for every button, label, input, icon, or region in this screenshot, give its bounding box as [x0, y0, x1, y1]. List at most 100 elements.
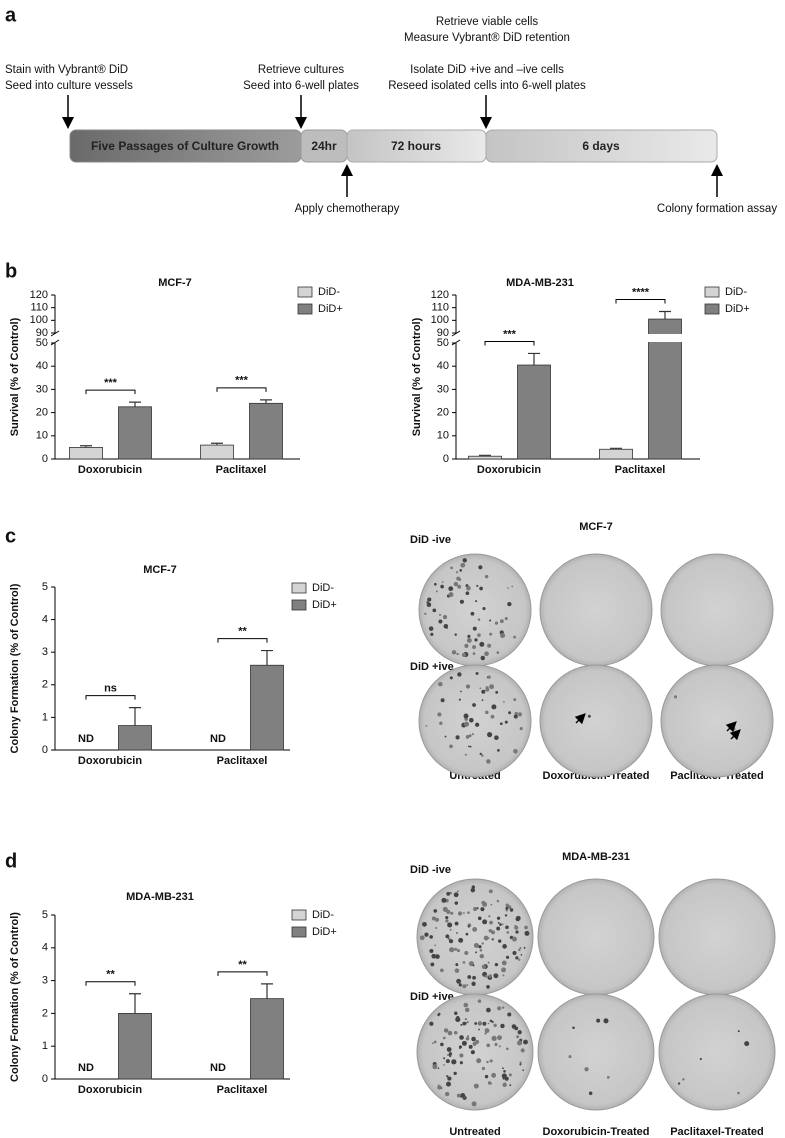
colony — [515, 915, 521, 921]
colony — [434, 944, 436, 947]
error-bar — [261, 649, 273, 666]
colony — [473, 1083, 479, 1089]
colony — [673, 695, 678, 699]
colony — [443, 1028, 449, 1033]
colony — [440, 584, 444, 589]
panel-label: b — [5, 260, 17, 282]
colony — [473, 942, 479, 949]
colony — [432, 608, 437, 613]
colony — [476, 584, 479, 587]
y-tick-label: 2 — [42, 679, 48, 691]
colony — [491, 1072, 497, 1078]
colony — [456, 1093, 461, 1098]
colony — [494, 621, 499, 625]
colony — [478, 565, 483, 570]
colony — [488, 889, 493, 894]
bar — [118, 406, 152, 460]
colony — [474, 1022, 478, 1025]
colony — [490, 903, 493, 906]
colony — [485, 686, 489, 690]
plate-title: MDA-MB-231 — [562, 851, 630, 863]
colony — [454, 1011, 458, 1015]
colony — [514, 711, 518, 716]
colony — [457, 911, 463, 916]
colony — [464, 1017, 468, 1021]
legend-label: DiD- — [312, 582, 334, 594]
significance-label: **** — [632, 286, 650, 298]
colony — [472, 964, 475, 967]
colony — [502, 1067, 504, 1070]
colony — [448, 939, 454, 944]
legend-label: DiD- — [318, 286, 340, 298]
colony — [446, 891, 451, 896]
colony — [476, 1058, 482, 1064]
y-tick-label: 50 — [36, 337, 48, 349]
colony — [482, 1021, 487, 1026]
colony — [448, 592, 454, 598]
colony — [502, 944, 507, 949]
colony — [432, 1042, 435, 1045]
colony — [520, 1048, 525, 1053]
significance-label: ns — [104, 683, 117, 695]
chart-title: MCF-7 — [143, 564, 177, 576]
colony — [462, 912, 465, 914]
colony — [432, 1064, 438, 1070]
y-tick-label: 4 — [42, 614, 48, 626]
colony — [699, 1057, 702, 1061]
colony — [511, 1024, 517, 1029]
colony — [472, 645, 476, 650]
x-tick-label: Paclitaxel — [217, 1084, 268, 1096]
colony — [440, 1042, 444, 1047]
colony — [489, 920, 493, 925]
colony — [744, 1041, 750, 1047]
colony — [455, 571, 459, 574]
colony — [507, 601, 512, 607]
colony — [445, 915, 449, 920]
colony — [588, 1091, 593, 1096]
colony — [508, 711, 512, 715]
colony — [461, 1040, 467, 1046]
legend-swatch — [297, 286, 313, 298]
x-tick-label: Doxorubicin — [78, 755, 142, 767]
colony — [430, 632, 434, 636]
colony — [477, 916, 482, 921]
colony — [450, 911, 454, 915]
colony — [458, 698, 461, 701]
colony — [486, 1060, 489, 1064]
colony — [487, 1022, 490, 1025]
colony — [470, 887, 476, 893]
colony — [487, 643, 492, 648]
colony — [427, 597, 432, 602]
colony — [488, 974, 492, 978]
colony — [481, 699, 484, 702]
y-tick-label: 40 — [437, 360, 449, 372]
colony — [464, 721, 470, 727]
y-tick-label: 110 — [30, 302, 48, 314]
colony — [454, 633, 457, 636]
colony — [446, 909, 451, 915]
colony — [460, 1095, 463, 1098]
colony — [477, 633, 481, 638]
colony — [491, 938, 494, 941]
colony — [587, 714, 591, 718]
plate — [660, 553, 774, 667]
colony — [464, 951, 469, 956]
error-bar — [528, 352, 540, 366]
colony — [496, 651, 500, 654]
colony — [479, 586, 483, 591]
colony — [489, 1019, 493, 1023]
colony — [453, 1071, 457, 1076]
y-tick-label: 20 — [437, 407, 449, 419]
colony — [451, 1059, 457, 1065]
colony — [460, 562, 466, 568]
colony — [486, 985, 490, 989]
y-tick-label: 0 — [42, 1073, 48, 1085]
colony — [485, 710, 489, 715]
colony — [511, 585, 514, 588]
plate-title: MCF-7 — [579, 521, 613, 533]
colony — [481, 689, 486, 694]
significance-bracket — [484, 340, 535, 346]
colony — [472, 975, 476, 980]
colony — [480, 907, 485, 912]
colony — [501, 923, 504, 926]
